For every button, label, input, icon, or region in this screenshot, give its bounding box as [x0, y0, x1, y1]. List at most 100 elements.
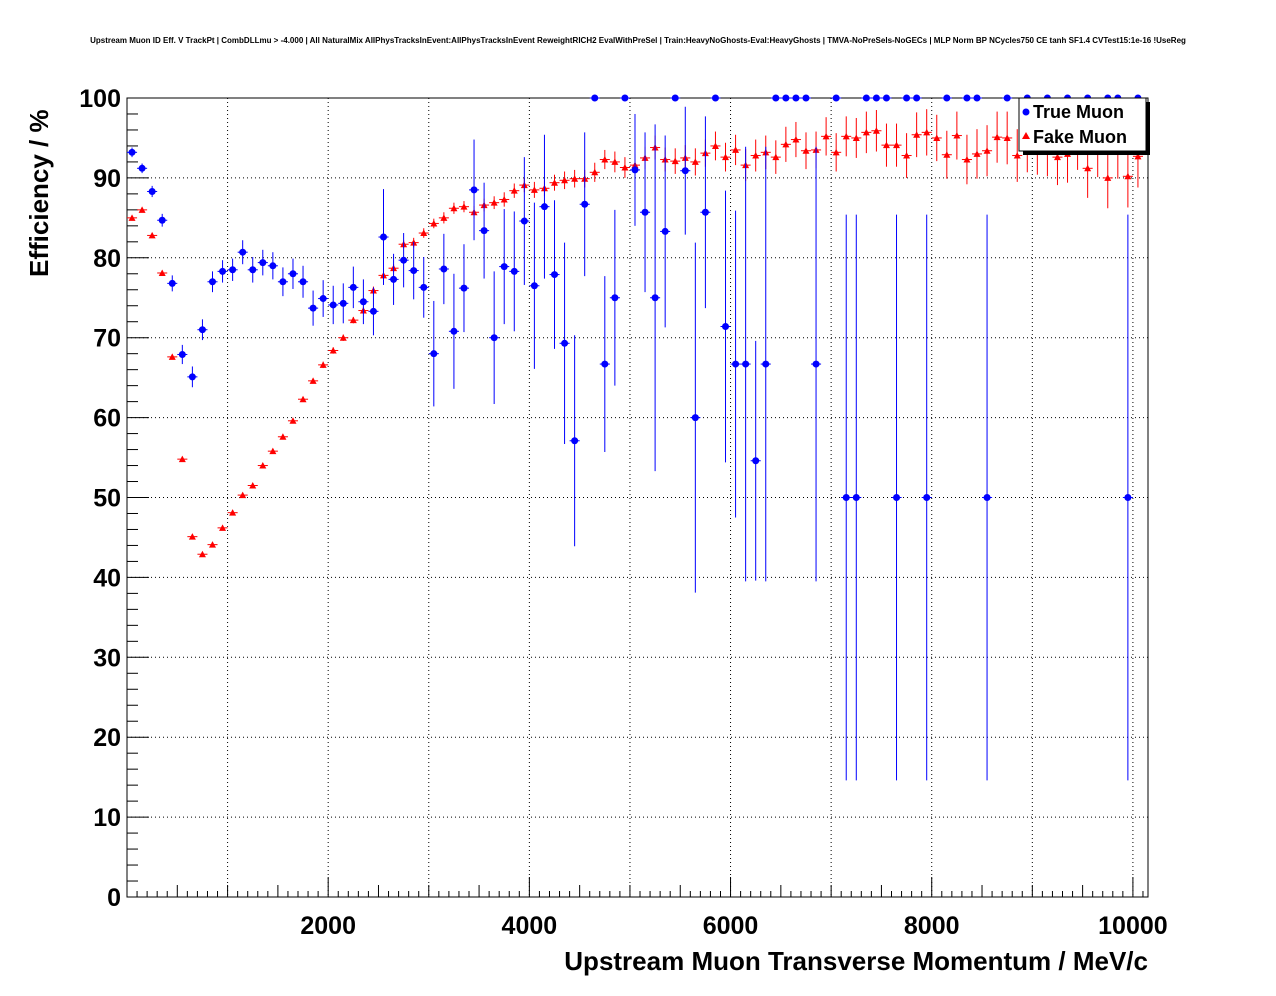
fake-muon-marker [209, 541, 217, 548]
true-muon-marker [832, 94, 840, 102]
fake-muon-point [298, 395, 309, 403]
x-tick-label: 4000 [502, 912, 558, 940]
true-muon-marker [148, 187, 156, 195]
legend-fake-muon-label: Fake Muon [1033, 127, 1127, 147]
fake-muon-marker [269, 447, 277, 455]
legend-true-muon-marker [1022, 108, 1030, 116]
fake-muon-point [167, 353, 178, 360]
legend: True Muon Fake Muon [1018, 97, 1150, 155]
true-muon-marker [239, 248, 247, 256]
fake-muon-marker [913, 131, 921, 138]
true-muon-marker [339, 299, 347, 307]
true-muon-marker [661, 227, 669, 235]
true-muon-point [660, 135, 671, 328]
true-muon-marker [631, 166, 639, 174]
true-muon-point [982, 214, 993, 781]
fake-muon-point [690, 148, 701, 176]
fake-muon-point [941, 130, 952, 179]
true-muon-point [539, 134, 550, 279]
fake-muon-marker [148, 231, 156, 239]
fake-muon-marker [500, 195, 508, 203]
plot-frame [126, 97, 1149, 898]
fake-muon-point [891, 123, 902, 167]
true-muon-point [680, 106, 691, 235]
fake-muon-marker [953, 132, 961, 139]
y-tick-label: 70 [93, 325, 121, 353]
true-muon-point [549, 200, 560, 349]
fake-muon-point [328, 346, 339, 354]
x-tick-label: 10000 [1098, 912, 1168, 940]
fake-muon-point [951, 111, 962, 160]
true-muon-marker [601, 360, 609, 368]
fake-muon-marker [319, 361, 327, 368]
fake-muon-marker [188, 533, 196, 540]
fake-muon-marker [289, 417, 297, 424]
true-muon-marker [530, 282, 538, 290]
true-muon-point [740, 146, 751, 582]
true-muon-marker [369, 307, 377, 315]
legend-fake-muon-marker [1022, 132, 1030, 139]
true-muon-marker [450, 327, 458, 335]
true-muon-marker [772, 94, 780, 102]
fake-muon-point [217, 524, 228, 531]
fake-muon-point [982, 125, 993, 177]
fake-muon-point [851, 117, 862, 158]
fake-muon-marker [893, 141, 901, 149]
true-muon-marker [178, 350, 186, 358]
true-muon-marker [299, 278, 307, 286]
legend-true-muon-label: True Muon [1033, 102, 1124, 122]
fake-muon-point [247, 482, 258, 489]
fake-muon-marker [782, 140, 790, 148]
fake-muon-point [428, 218, 439, 229]
true-muon-marker [802, 94, 810, 102]
fake-muon-marker [440, 214, 448, 221]
fake-muon-point [780, 126, 791, 162]
true-muon-marker [440, 265, 448, 273]
true-muon-point [1002, 94, 1013, 102]
fake-muon-marker [279, 433, 287, 440]
fake-muon-point [549, 174, 560, 191]
true-muon-point [458, 244, 470, 333]
true-muon-marker [732, 360, 740, 368]
fake-muon-point [318, 361, 329, 369]
fake-muon-point [911, 112, 922, 158]
true-muon-marker [520, 217, 528, 225]
fake-muon-point [800, 132, 812, 170]
fake-muon-point [187, 533, 198, 540]
true-muon-marker [913, 94, 921, 102]
true-muon-point [378, 189, 389, 285]
true-muon-marker [792, 94, 800, 102]
true-muon-marker [138, 164, 146, 172]
y-tick-label: 90 [93, 165, 121, 193]
true-muon-marker [490, 334, 498, 342]
fake-muon-point [308, 377, 319, 384]
true-muon-marker [380, 233, 388, 241]
true-muon-point [358, 279, 369, 325]
fake-muon-marker [1003, 134, 1011, 141]
true-muon-point [589, 94, 600, 102]
true-muon-point [730, 210, 741, 518]
true-muon-marker [893, 494, 901, 501]
fake-muon-point [831, 133, 842, 172]
true-muon-marker [269, 262, 277, 270]
fake-muon-marker [822, 132, 830, 140]
true-muon-marker [400, 256, 408, 264]
true-muon-marker [742, 360, 750, 368]
fake-muon-point [237, 491, 248, 499]
true-muon-point [961, 94, 972, 102]
true-muon-point [127, 147, 138, 158]
true-muon-point [971, 94, 983, 102]
fake-muon-marker [611, 158, 619, 165]
fake-muon-marker [772, 153, 780, 161]
fake-muon-marker [983, 147, 991, 154]
fake-muon-point [1102, 147, 1113, 209]
y-tick-label: 0 [107, 884, 121, 912]
true-muon-point [760, 146, 771, 582]
legend-box [1018, 97, 1147, 152]
fake-muon-marker [882, 141, 890, 149]
true-muon-marker [309, 304, 317, 312]
fake-muon-point [589, 162, 600, 182]
true-muon-marker [470, 186, 478, 194]
true-muon-point [489, 271, 500, 405]
fake-muon-point [881, 123, 892, 167]
